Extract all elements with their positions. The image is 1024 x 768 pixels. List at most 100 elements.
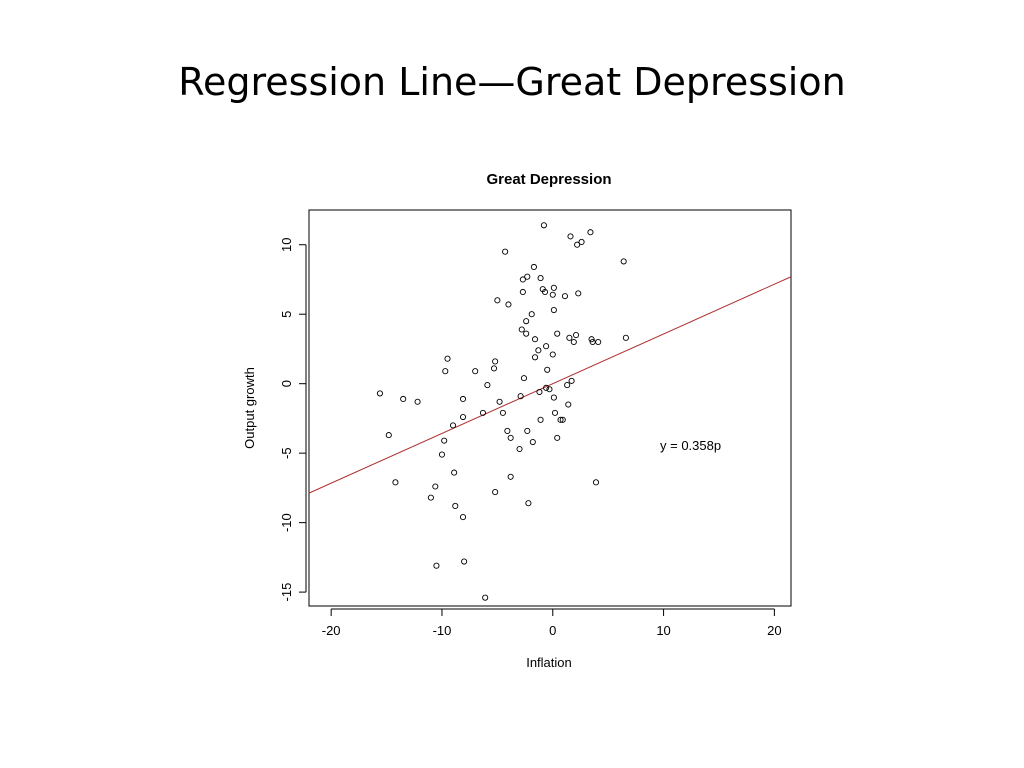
data-point [531,354,539,361]
data-point [519,288,526,296]
data-point [392,479,399,486]
data-point [459,395,467,403]
data-point [537,416,544,423]
data-point [537,275,544,282]
data-point [517,393,524,400]
data-point [479,409,487,416]
data-point [519,276,526,283]
data-point [376,390,383,397]
data-point [550,284,557,291]
data-point [574,241,581,248]
data-point [385,432,392,439]
slide-title: Regression Line—Great Depression [178,60,846,104]
data-point [541,288,549,296]
data-point [482,594,489,601]
regression-equation-label: y = 0.358p [660,438,721,453]
data-point [523,318,530,325]
chart-title: Great Depression [486,171,611,188]
data-point [567,233,574,240]
data-point [492,489,499,496]
data-point [554,330,561,337]
data-point [484,382,491,389]
y-axis-title: Output growth [242,367,257,449]
data-point [546,386,553,393]
y-tick-label: -10 [279,513,294,532]
data-point [592,479,600,486]
data-point [414,398,421,405]
data-point [572,332,580,339]
data-point [550,306,557,314]
data-point [438,451,446,458]
data-point [531,336,539,343]
data-point [492,358,499,365]
x-axis-title: Inflation [526,655,572,670]
data-point [494,297,501,304]
y-tick-label: -5 [279,447,294,459]
y-tick-label: -15 [279,583,294,602]
data-point [496,398,503,405]
data-point [523,330,530,337]
data-point [544,366,551,373]
x-tick-label: 20 [767,623,781,638]
y-tick-label: 10 [279,238,294,252]
data-point [442,368,449,375]
data-point [551,409,559,416]
data-point [566,334,573,341]
data-point [554,434,561,441]
plot-frame [308,209,792,607]
data-point [505,301,512,308]
data-point [564,382,571,389]
data-point [472,368,479,375]
data-point [568,377,575,384]
data-point [575,290,582,297]
data-point [459,514,467,521]
x-tick-label: -20 [322,623,341,638]
data-point [587,229,594,236]
data-point [549,351,556,358]
data-point [433,562,440,569]
data-point [549,291,556,298]
data-point [588,336,595,343]
data-point [516,445,523,453]
data-point [507,434,514,441]
data-point [536,388,543,396]
data-point [461,558,468,565]
data-point [525,500,532,507]
data-point [451,469,458,476]
data-point [595,338,602,346]
data-point [400,395,407,403]
data-point [432,483,439,490]
y-tick-label: 0 [279,380,294,387]
data-point [620,258,627,265]
data-point [543,384,550,391]
data-point [622,334,629,341]
data-point [578,238,585,246]
x-tick-label: 0 [549,623,556,638]
data-point [561,293,569,300]
data-point [504,427,511,434]
data-point [540,222,547,229]
data-point [441,437,448,444]
data-point [543,343,550,350]
data-point [528,311,535,318]
data-point [459,413,467,421]
data-point [524,273,531,280]
data-point [490,365,498,372]
data-point [449,422,457,429]
data-point [452,502,459,510]
data-point [529,438,536,446]
data-point [427,494,434,501]
data-point [444,355,451,362]
data-point [565,401,572,408]
data-point [507,473,514,480]
data-point [559,416,566,423]
data-point [502,248,509,255]
x-tick-label: -10 [433,623,452,638]
data-point [557,416,564,423]
data-point [520,375,528,382]
data-point [518,326,525,333]
data-point [524,427,531,434]
data-point [530,263,537,271]
x-tick-label: 10 [656,623,670,638]
